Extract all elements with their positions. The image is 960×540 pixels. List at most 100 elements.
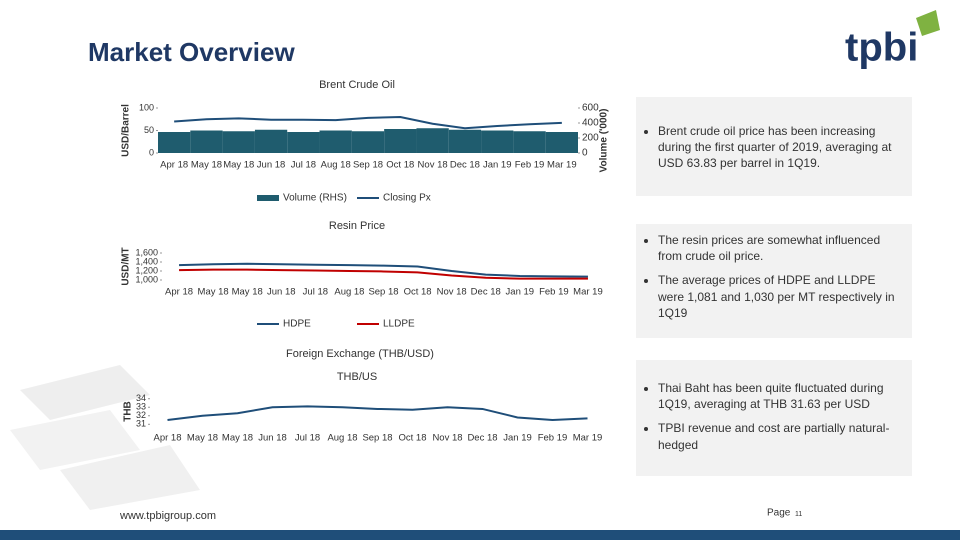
x-tick-label: Jan 19 xyxy=(506,287,535,298)
x-tick-label: Feb 19 xyxy=(538,433,568,444)
chart-title: Brent Crude Oil xyxy=(319,79,395,91)
x-tick-label: May 18 xyxy=(198,287,229,298)
x-tick-label: May 18 xyxy=(191,160,222,171)
x-tick-label: Aug 18 xyxy=(334,287,364,298)
y-tick-label: 100 xyxy=(139,102,154,112)
y-tick-label: 34 xyxy=(136,393,146,403)
x-tick-label: Jul 18 xyxy=(291,160,316,171)
x-tick-label: Mar 19 xyxy=(547,160,577,171)
bullet: Brent crude oil price has been increasin… xyxy=(658,123,900,172)
x-tick-label: Sep 18 xyxy=(353,160,383,171)
page-number: 11 xyxy=(795,511,802,518)
legend-label: LLDPE xyxy=(383,319,415,330)
x-tick-label: Feb 19 xyxy=(539,287,569,298)
decor xyxy=(20,365,150,420)
bullet: The resin prices are somewhat influenced… xyxy=(658,232,900,264)
bar xyxy=(545,132,578,153)
x-tick-label: Jan 19 xyxy=(503,433,532,444)
x-tick-label: Nov 18 xyxy=(437,287,467,298)
slide-title: Market Overview xyxy=(88,37,295,67)
bar xyxy=(384,129,417,153)
bullet: The average prices of HDPE and LLDPE wer… xyxy=(658,272,900,321)
chart-title: THB/US xyxy=(337,371,377,383)
y2-axis-label: Volume ('000) xyxy=(599,109,610,173)
bar xyxy=(513,131,546,153)
y2-tick-label: 400 xyxy=(582,118,599,129)
bar xyxy=(416,128,449,153)
x-tick-label: Nov 18 xyxy=(432,433,462,444)
y-tick-label: 1,000 xyxy=(135,274,158,284)
bar xyxy=(254,129,288,153)
section-heading: Foreign Exchange (THB/USD) xyxy=(286,348,434,360)
x-tick-label: Dec 18 xyxy=(450,160,480,171)
bar xyxy=(222,131,255,153)
y-tick-label: 1,400 xyxy=(135,256,158,266)
legend-label: HDPE xyxy=(283,319,311,330)
x-tick-label: Apr 18 xyxy=(160,160,188,171)
x-tick-label: Dec 18 xyxy=(467,433,497,444)
bar xyxy=(481,130,514,153)
x-tick-label: Oct 18 xyxy=(386,160,414,171)
panel: The resin prices are somewhat influenced… xyxy=(636,224,912,338)
x-tick-label: Sep 18 xyxy=(362,433,392,444)
x-tick-label: Mar 19 xyxy=(573,433,603,444)
decor xyxy=(60,445,200,510)
y-tick-label: 1,200 xyxy=(135,265,158,275)
legend-label: Closing Px xyxy=(383,193,431,204)
line xyxy=(167,405,588,422)
x-tick-label: May 18 xyxy=(232,287,263,298)
x-tick-label: Jan 19 xyxy=(483,160,512,171)
y-tick-label: 33 xyxy=(136,402,146,412)
x-tick-label: Apr 18 xyxy=(154,433,182,444)
footer-bar xyxy=(0,530,960,540)
y2-tick-label: 0 xyxy=(582,148,588,159)
bar xyxy=(448,129,482,153)
x-tick-label: May 18 xyxy=(222,433,253,444)
chart-title: Resin Price xyxy=(329,220,385,232)
x-tick-label: Apr 18 xyxy=(165,287,193,298)
x-tick-label: Sep 18 xyxy=(368,287,398,298)
y-tick-label: 0 xyxy=(149,147,154,157)
bullet: TPBI revenue and cost are partially natu… xyxy=(658,420,900,452)
y-axis-label: THB xyxy=(123,401,134,422)
bar xyxy=(319,130,352,153)
x-tick-label: Dec 18 xyxy=(471,287,501,298)
y-tick-label: 50 xyxy=(144,125,154,135)
x-tick-label: Feb 19 xyxy=(515,160,545,171)
x-tick-label: Aug 18 xyxy=(327,433,357,444)
x-tick-label: May 18 xyxy=(187,433,218,444)
panel: Thai Baht has been quite fluctuated duri… xyxy=(636,360,912,476)
bar xyxy=(351,131,385,153)
x-tick-label: Jun 18 xyxy=(257,160,286,171)
decor xyxy=(10,410,140,470)
y-tick-label: 32 xyxy=(136,410,146,420)
footer-url: www.tpbigroup.com xyxy=(119,510,216,522)
bar xyxy=(190,130,223,153)
logo-mark xyxy=(916,10,940,36)
line xyxy=(179,262,588,278)
bar xyxy=(158,132,191,153)
bullet: Thai Baht has been quite fluctuated duri… xyxy=(658,380,900,412)
x-tick-label: Mar 19 xyxy=(573,287,603,298)
line xyxy=(179,268,588,280)
line xyxy=(174,115,562,130)
y2-tick-label: 200 xyxy=(582,133,599,144)
x-tick-label: Nov 18 xyxy=(418,160,448,171)
y-axis-label: USD/Barrel xyxy=(121,104,132,157)
x-tick-label: Aug 18 xyxy=(321,160,351,171)
bar xyxy=(287,132,320,153)
x-tick-label: May 18 xyxy=(223,160,254,171)
y-axis-label: USD/MT xyxy=(121,247,132,285)
y2-tick-label: 600 xyxy=(582,103,599,114)
x-tick-label: Jul 18 xyxy=(303,287,328,298)
y-tick-label: 1,600 xyxy=(135,247,158,257)
page-label: Page xyxy=(767,508,791,519)
x-tick-label: Oct 18 xyxy=(404,287,432,298)
logo: tpbi xyxy=(845,26,918,70)
panel: Brent crude oil price has been increasin… xyxy=(636,97,912,196)
x-tick-label: Oct 18 xyxy=(399,433,427,444)
x-tick-label: Jun 18 xyxy=(258,433,287,444)
legend-label: Volume (RHS) xyxy=(283,193,347,204)
